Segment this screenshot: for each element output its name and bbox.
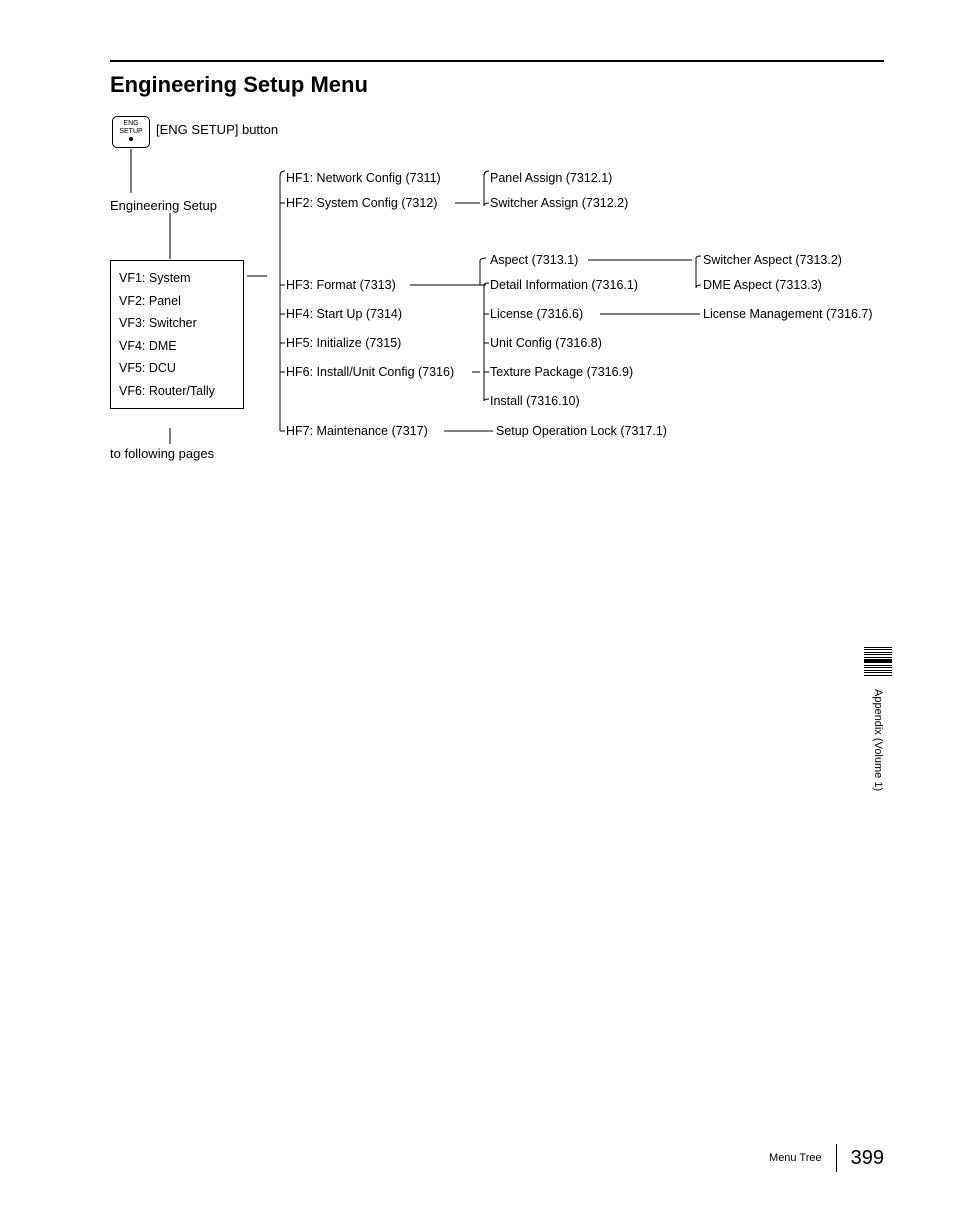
hf6-license: License (7316.6) (490, 307, 583, 321)
eng-setup-button-icon: ENG SETUP (112, 116, 150, 148)
hf4: HF4: Start Up (7314) (286, 307, 402, 321)
section-title: Engineering Setup Menu (110, 72, 884, 98)
hf7-setup-lock: Setup Operation Lock (7317.1) (496, 424, 667, 438)
vf2: VF2: Panel (119, 290, 235, 313)
page-number: 399 (851, 1147, 884, 1170)
vf6: VF6: Router/Tally (119, 380, 235, 403)
vf3: VF3: Switcher (119, 312, 235, 335)
hf2: HF2: System Config (7312) (286, 196, 437, 210)
hf3-dme-aspect: DME Aspect (7313.3) (703, 278, 822, 292)
hf1: HF1: Network Config (7311) (286, 171, 441, 185)
eng-button-line1: ENG (113, 120, 149, 128)
hf2-switcher-assign: Switcher Assign (7312.2) (490, 196, 628, 210)
vf-list-box: VF1: System VF2: Panel VF3: Switcher VF4… (110, 260, 244, 409)
eng-setup-button-label: [ENG SETUP] button (156, 122, 278, 137)
to-following-pages: to following pages (110, 446, 214, 461)
hf7: HF7: Maintenance (7317) (286, 424, 428, 438)
hf6-texture: Texture Package (7316.9) (490, 365, 633, 379)
vf5: VF5: DCU (119, 357, 235, 380)
button-led-dot (129, 137, 133, 141)
vf1: VF1: System (119, 267, 235, 290)
tab-lines-icon (864, 645, 892, 677)
hf3: HF3: Format (7313) (286, 278, 396, 292)
hf3-aspect: Aspect (7313.1) (490, 253, 578, 267)
menu-tree-diagram: ENG SETUP [ENG SETUP] button Engineering… (110, 116, 884, 476)
hf6-detail: Detail Information (7316.1) (490, 278, 638, 292)
hf6: HF6: Install/Unit Config (7316) (286, 365, 454, 379)
appendix-label: Appendix (Volume 1) (872, 689, 884, 791)
page-footer: Menu Tree 399 (769, 1144, 884, 1172)
root-label: Engineering Setup (110, 198, 217, 213)
hf6-license-mgmt: License Management (7316.7) (703, 307, 873, 321)
footer-divider (836, 1144, 837, 1172)
footer-section-label: Menu Tree (769, 1152, 822, 1164)
eng-button-line2: SETUP (113, 128, 149, 136)
side-tab: Appendix (Volume 1) (864, 645, 892, 791)
vf4: VF4: DME (119, 335, 235, 358)
hf6-unit-config: Unit Config (7316.8) (490, 336, 602, 350)
hf6-install: Install (7316.10) (490, 394, 580, 408)
hf3-switcher-aspect: Switcher Aspect (7313.2) (703, 253, 842, 267)
hf2-panel-assign: Panel Assign (7312.1) (490, 171, 612, 185)
hf5: HF5: Initialize (7315) (286, 336, 401, 350)
